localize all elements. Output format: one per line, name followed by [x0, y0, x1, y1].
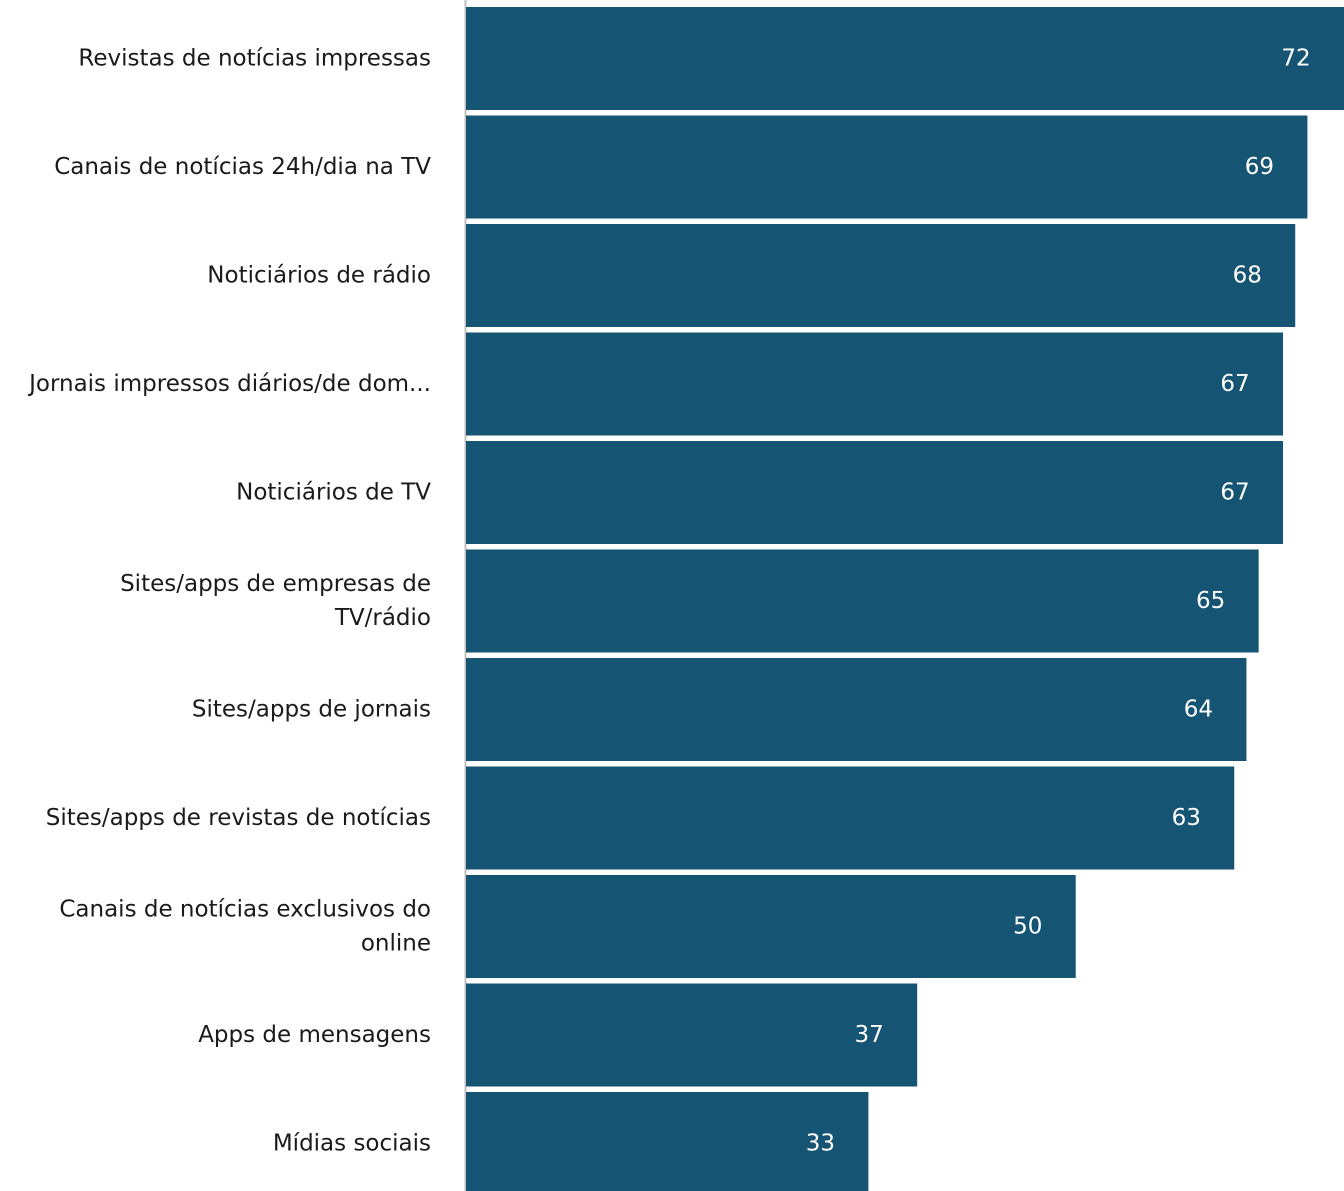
bar-9 — [466, 983, 918, 1087]
value-label-4: 67 — [1220, 480, 1249, 506]
category-label-3-line-0: Jornais impressos diários/de dom... — [27, 371, 431, 397]
category-label-2-line-0: Noticiários de rádio — [207, 263, 431, 289]
category-label-7-line-0: Sites/apps de revistas de notícias — [46, 805, 431, 831]
value-label-7: 63 — [1172, 805, 1201, 831]
category-label-2: Noticiários de rádio — [207, 263, 431, 289]
bar-8 — [466, 875, 1076, 978]
value-label-1: 69 — [1245, 154, 1274, 180]
category-label-0: Revistas de notícias impressas — [78, 46, 431, 72]
value-label-10: 33 — [806, 1131, 835, 1157]
category-label-9: Apps de mensagens — [198, 1022, 431, 1048]
value-label-2: 68 — [1233, 263, 1262, 289]
category-label-10-line-0: Mídias sociais — [273, 1131, 431, 1157]
value-label-9: 37 — [855, 1022, 884, 1048]
category-label-8: Canais de notícias exclusivos do online — [59, 897, 431, 957]
bar-6 — [466, 658, 1247, 761]
category-labels-group: Revistas de notícias impressas Canais de … — [27, 46, 431, 1157]
value-label-3: 67 — [1220, 371, 1249, 397]
bar-7 — [466, 766, 1235, 870]
bar-3 — [466, 332, 1284, 436]
bar-1 — [466, 115, 1308, 219]
bar-0 — [466, 7, 1344, 110]
value-label-6: 64 — [1184, 697, 1213, 723]
category-label-9-line-0: Apps de mensagens — [198, 1022, 431, 1048]
category-label-6-line-0: Sites/apps de jornais — [192, 697, 431, 723]
category-label-1-line-0: Canais de notícias 24h/dia na TV — [54, 154, 431, 180]
category-label-3: Jornais impressos diários/de dom... — [27, 371, 431, 397]
bar-5 — [466, 549, 1259, 653]
category-label-7: Sites/apps de revistas de notícias — [46, 805, 431, 831]
value-labels-group: 72 69 68 67 67 65 64 63 50 37 33 — [806, 46, 1311, 1157]
value-label-8: 50 — [1013, 914, 1042, 940]
category-label-4-line-0: Noticiários de TV — [236, 480, 431, 506]
category-label-5-line-0: Sites/apps de empresas de — [120, 571, 431, 597]
bar-10 — [466, 1092, 869, 1191]
value-label-5: 65 — [1196, 588, 1225, 614]
category-label-8-line-1: online — [361, 931, 431, 957]
value-label-0: 72 — [1281, 46, 1310, 72]
category-label-5: Sites/apps de empresas de TV/rádio — [120, 571, 431, 631]
category-label-1: Canais de notícias 24h/dia na TV — [54, 154, 431, 180]
category-label-6: Sites/apps de jornais — [192, 697, 431, 723]
bar-4 — [466, 441, 1284, 544]
category-label-8-line-0: Canais de notícias exclusivos do — [59, 897, 431, 923]
bars-group — [466, 7, 1344, 1191]
bar-2 — [466, 224, 1296, 327]
category-label-5-line-1: TV/rádio — [334, 605, 431, 631]
category-label-10: Mídias sociais — [273, 1131, 431, 1157]
category-label-0-line-0: Revistas de notícias impressas — [78, 46, 431, 72]
category-label-4: Noticiários de TV — [236, 480, 431, 506]
